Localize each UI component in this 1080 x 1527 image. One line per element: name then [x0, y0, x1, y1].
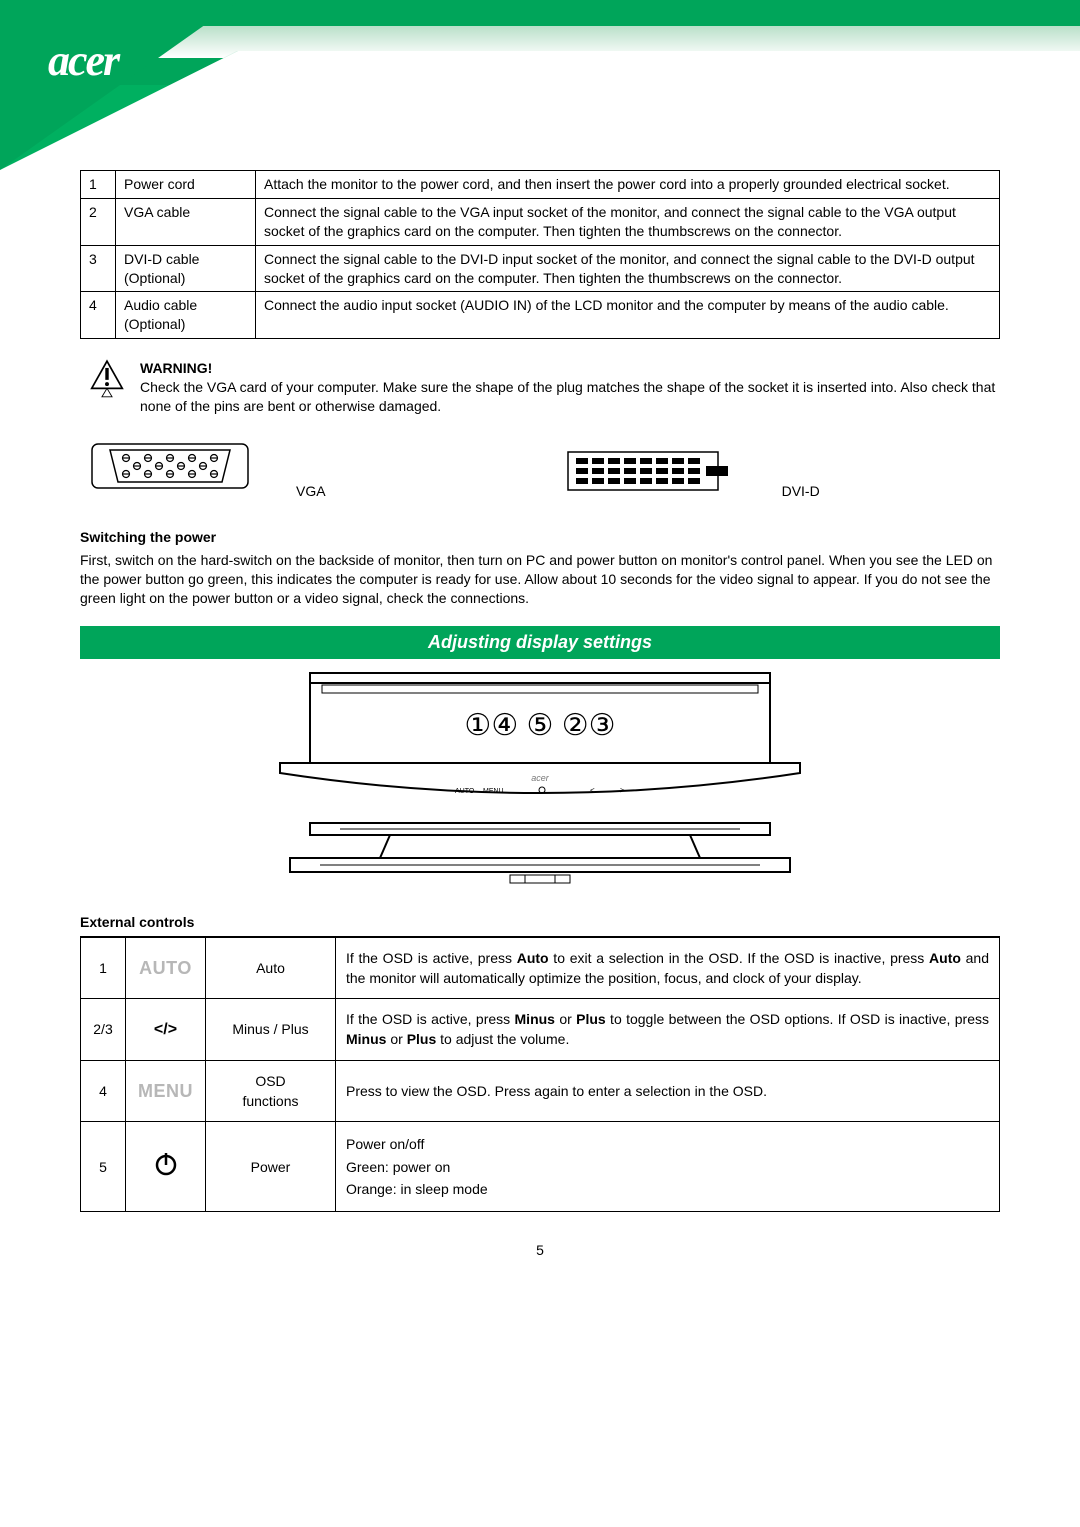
dvid-connector — [566, 446, 736, 499]
controls-table-wrap: 1 AUTO AutoIf the OSD is active, press Aut… — [80, 936, 1000, 1213]
table-row: 3DVI-D cable(Optional)Connect the signal… — [81, 245, 1000, 292]
warning-block: WARNING! Check the VGA card of your comp… — [90, 359, 1000, 416]
monitor-figure: ①④ ⑤ ②③ acer AUTO MENU < > — [80, 663, 1000, 896]
svg-text:>: > — [620, 786, 625, 795]
cable-desc: Connect the audio input socket (AUDIO IN… — [256, 292, 1000, 339]
control-desc: Power on/off Green: power onOrange: in sl… — [336, 1122, 1000, 1212]
control-name: Power — [206, 1122, 336, 1212]
cable-desc: Attach the monitor to the power cord, an… — [256, 171, 1000, 199]
svg-text:<: < — [590, 786, 595, 795]
table-row: 2VGA cableConnect the signal cable to th… — [81, 198, 1000, 245]
control-num: 2/3 — [81, 999, 126, 1061]
section-banner: Adjusting display settings — [80, 626, 1000, 659]
control-num: 1 — [81, 937, 126, 999]
control-icon-cell: AUTO — [126, 937, 206, 999]
control-name: OSDfunctions — [206, 1060, 336, 1122]
control-icon-cell: </> — [126, 999, 206, 1061]
switching-title: Switching the power — [80, 529, 1000, 545]
control-icon: </> — [154, 1021, 177, 1038]
control-desc-line: Orange: in sleep mode — [346, 1179, 989, 1199]
control-num: 4 — [81, 1060, 126, 1122]
switching-body: First, switch on the hard-switch on the … — [80, 551, 1000, 608]
page-number: 5 — [80, 1242, 1000, 1258]
cable-desc: Connect the signal cable to the VGA inpu… — [256, 198, 1000, 245]
warning-text: WARNING! Check the VGA card of your comp… — [140, 359, 1000, 416]
cable-num: 4 — [81, 292, 116, 339]
control-icon-cell — [126, 1122, 206, 1212]
connector-diagrams: VGA DVI-D — [90, 436, 1000, 499]
brand-logo: acer — [48, 35, 118, 86]
control-icon: AUTO — [139, 958, 192, 978]
cable-name: VGA cable — [116, 198, 256, 245]
page-content: 1Power cordAttach the monitor to the pow… — [0, 170, 1080, 1298]
control-desc-line: Power on/off — [346, 1134, 989, 1154]
table-row: 1Power cordAttach the monitor to the pow… — [81, 171, 1000, 199]
svg-text:①④ ⑤ ②③: ①④ ⑤ ②③ — [464, 709, 615, 742]
svg-text:acer: acer — [531, 773, 550, 783]
vga-connector — [90, 436, 250, 499]
svg-text:MENU: MENU — [483, 788, 504, 795]
header-band — [0, 0, 1080, 170]
svg-text:AUTO: AUTO — [455, 788, 475, 795]
cable-num: 1 — [81, 171, 116, 199]
warning-title: WARNING! — [140, 360, 212, 376]
cable-num: 2 — [81, 198, 116, 245]
header-triangle — [0, 0, 240, 170]
power-icon — [153, 1151, 179, 1182]
controls-table: 1 AUTO AutoIf the OSD is active, press Aut… — [80, 937, 1000, 1213]
cable-num: 3 — [81, 245, 116, 292]
cable-name: DVI-D cable(Optional) — [116, 245, 256, 292]
control-num: 5 — [81, 1122, 126, 1212]
control-desc-line: Green: power on — [346, 1157, 989, 1177]
control-desc: If the OSD is active, press Minus or Plu… — [336, 999, 1000, 1061]
cable-desc: Connect the signal cable to the DVI-D in… — [256, 245, 1000, 292]
warning-icon — [90, 359, 124, 416]
table-row: 4 MENU OSDfunctionsPress to view the OSD. … — [81, 1060, 1000, 1122]
control-name: Auto — [206, 937, 336, 999]
control-icon: MENU — [138, 1081, 193, 1101]
cable-name: Power cord — [116, 171, 256, 199]
vga-label: VGA — [296, 483, 326, 499]
control-name: Minus / Plus — [206, 999, 336, 1061]
table-row: 5 Power Power on/off Green: power onOrange:… — [81, 1122, 1000, 1212]
control-desc: Press to view the OSD. Press again to en… — [336, 1060, 1000, 1122]
table-row: 2/3 </> Minus / PlusIf the OSD is active, … — [81, 999, 1000, 1061]
control-icon-cell: MENU — [126, 1060, 206, 1122]
controls-title: External controls — [80, 914, 1000, 930]
control-desc: If the OSD is active, press Auto to exit… — [336, 937, 1000, 999]
table-row: 1 AUTO AutoIf the OSD is active, press Aut… — [81, 937, 1000, 999]
warning-body: Check the VGA card of your computer. Mak… — [140, 379, 995, 414]
cable-name: Audio cable(Optional) — [116, 292, 256, 339]
table-row: 4Audio cable(Optional)Connect the audio … — [81, 292, 1000, 339]
cables-table: 1Power cordAttach the monitor to the pow… — [80, 170, 1000, 339]
dvid-label: DVI-D — [782, 483, 820, 499]
